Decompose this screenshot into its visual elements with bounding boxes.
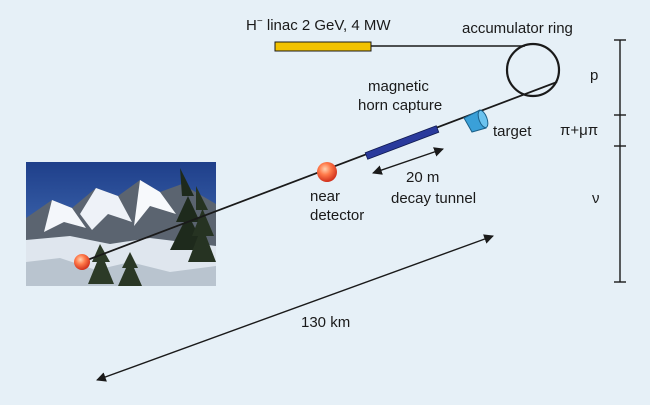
linac (274, 41, 525, 52)
distance-130km-label: 130 km (301, 314, 350, 331)
accumulator-ring-label: accumulator ring (462, 20, 573, 37)
near-label: near (310, 188, 340, 205)
particle-scale (614, 39, 626, 283)
scale-pimu-label: π+μπ (560, 122, 598, 139)
baseline-arrow (96, 234, 494, 382)
scale-nu-label: ν (592, 190, 600, 207)
decay-tunnel-arrow (372, 147, 444, 175)
far-detector-icon (74, 254, 90, 270)
accumulator-ring (505, 42, 561, 98)
horn-capture-label: horn capture (358, 97, 442, 114)
distance-20m-label: 20 m (406, 169, 439, 186)
decay-tunnel-label: decay tunnel (391, 190, 476, 207)
target-icon (463, 109, 489, 133)
linac-label: H− linac 2 GeV, 4 MW (246, 16, 391, 34)
detector-label: detector (310, 207, 364, 224)
mountain-photo (26, 162, 216, 286)
scale-p-label: p (590, 67, 598, 84)
magnetic-label: magnetic (368, 78, 429, 95)
near-detector-icon (317, 162, 337, 182)
target-label: target (493, 123, 532, 140)
